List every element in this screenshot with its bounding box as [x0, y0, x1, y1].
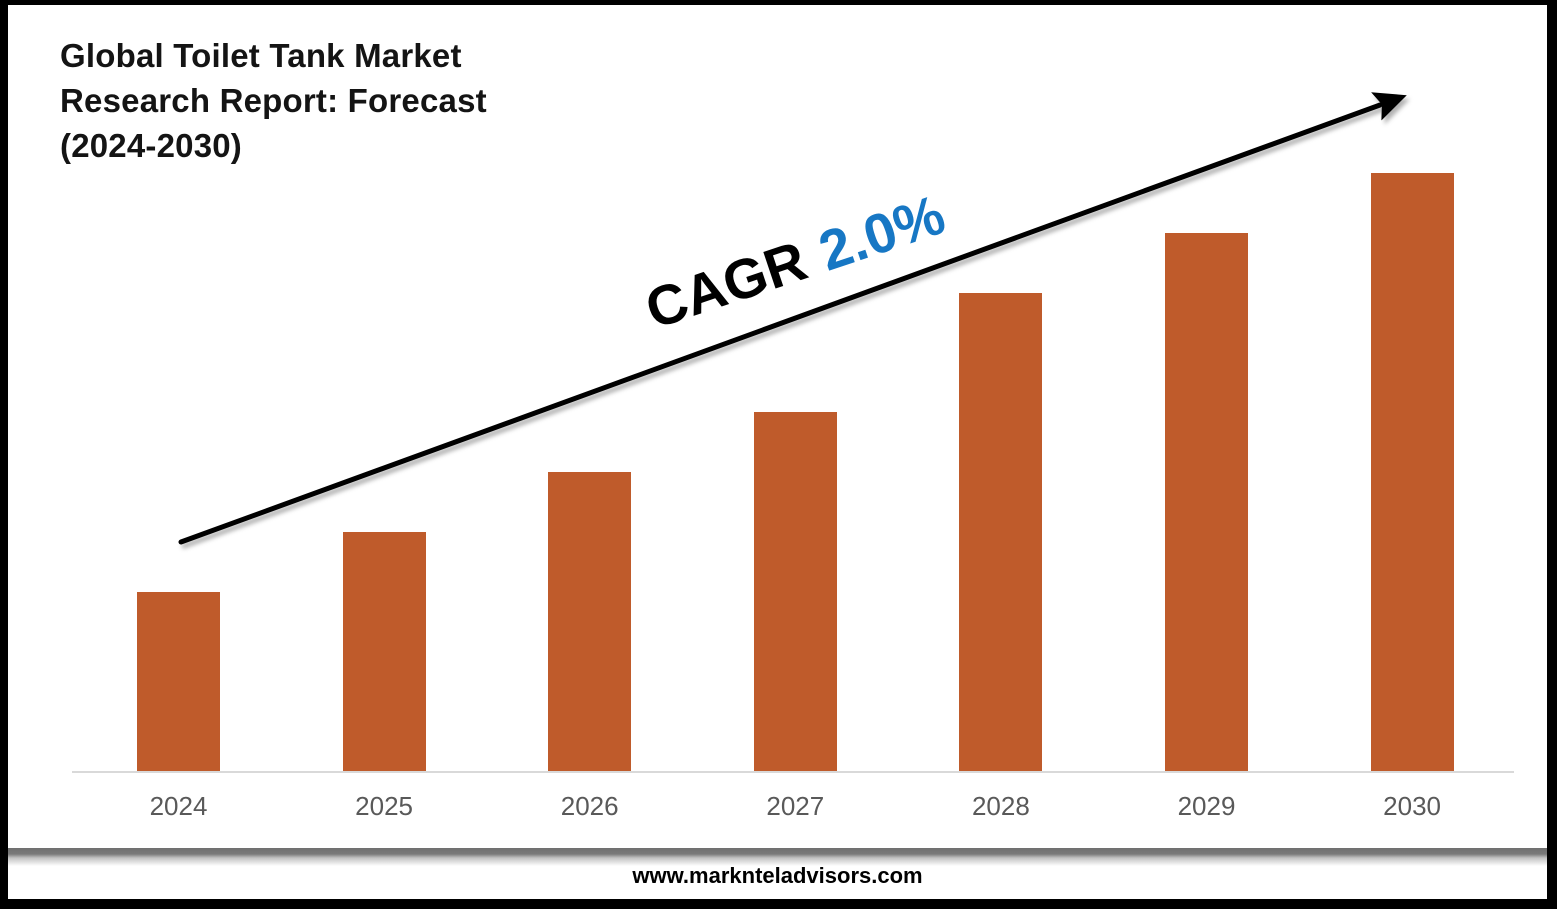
bars	[8, 5, 1547, 899]
footer-divider	[8, 848, 1547, 866]
x-axis-label-2026: 2026	[560, 791, 619, 821]
bar-2028	[959, 293, 1043, 771]
x-axis-label-2024: 2024	[149, 791, 208, 821]
chart-title: Global Toilet Tank Market Research Repor…	[60, 33, 487, 168]
x-axis-labels: 2024 2025 2026 2027 2028 2029 2030	[8, 5, 1547, 899]
bar-2029	[1165, 233, 1248, 771]
bar-2026	[548, 472, 632, 771]
chart-title-line-2: Research Report: Forecast	[60, 82, 487, 119]
bar-2027	[753, 412, 837, 771]
chart-title-line-3: (2024-2030)	[60, 127, 242, 164]
bar-2030	[1370, 173, 1454, 771]
chart-title-line-1: Global Toilet Tank Market	[60, 37, 462, 74]
bar-2024	[137, 592, 220, 771]
x-axis-label-2030: 2030	[1383, 791, 1442, 821]
x-axis-label-2027: 2027	[766, 791, 825, 821]
x-axis-label-2028: 2028	[971, 791, 1030, 821]
footer: www.marknteladvisors.com	[8, 863, 1547, 889]
bar-2025	[342, 532, 426, 771]
x-axis-line	[72, 771, 1514, 773]
x-axis-label-2025: 2025	[355, 791, 414, 821]
x-axis-label-2029: 2029	[1177, 791, 1236, 821]
footer-url: www.marknteladvisors.com	[632, 863, 923, 888]
trend-line	[178, 92, 1407, 545]
chart-canvas: Global Toilet Tank Market Research Repor…	[8, 5, 1547, 899]
trend-arrow	[178, 92, 1407, 545]
